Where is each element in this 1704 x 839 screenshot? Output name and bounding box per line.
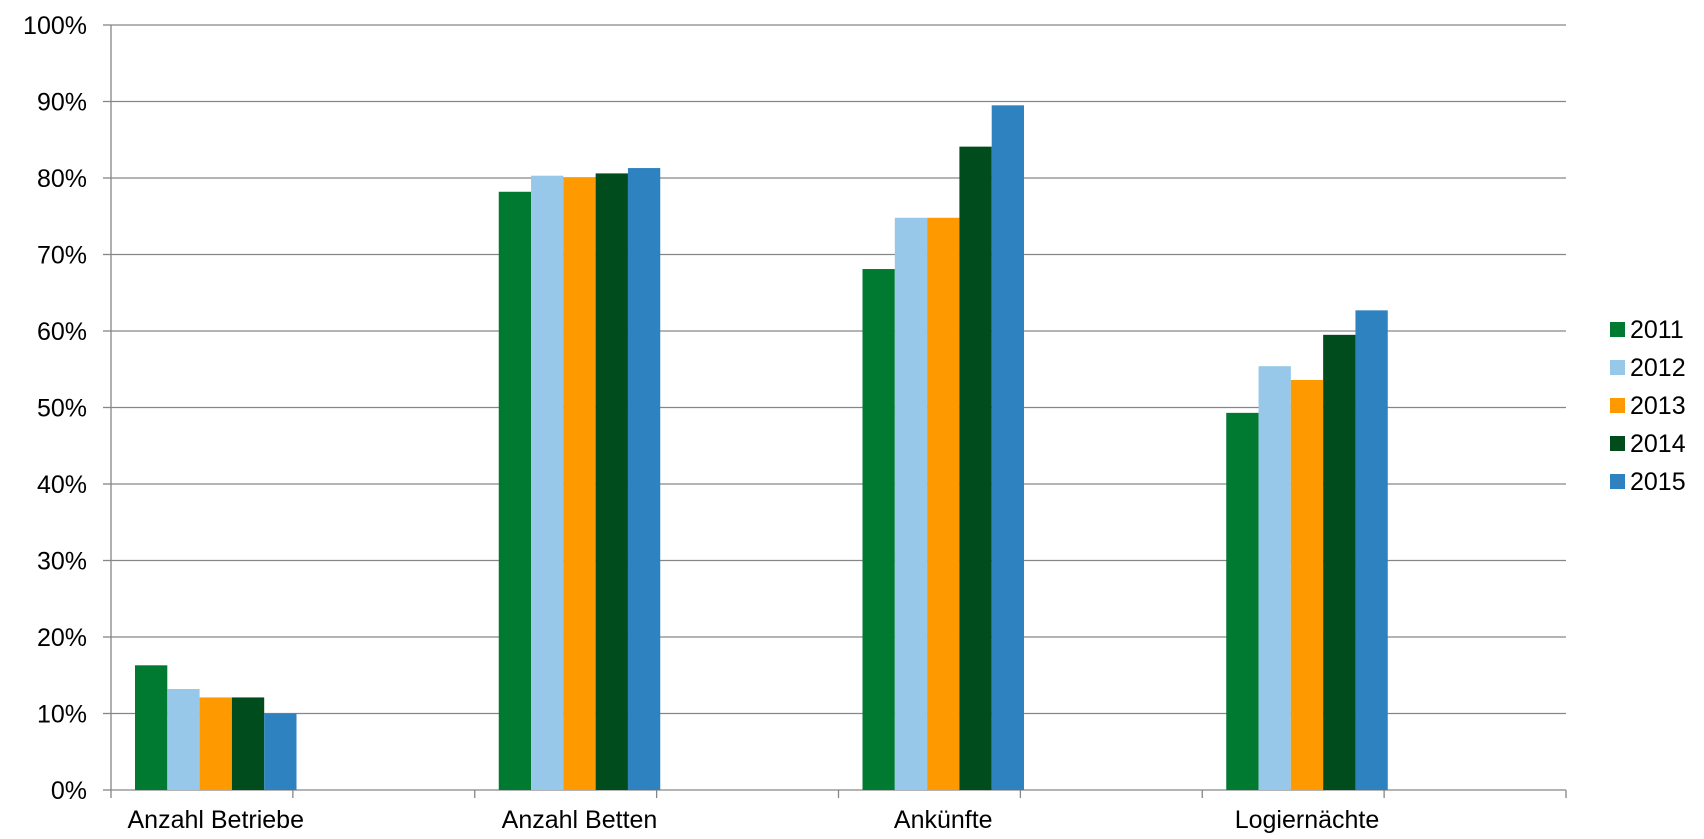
legend-swatch	[1610, 436, 1625, 451]
bar-2014-1	[595, 173, 628, 790]
bar-2015-0	[264, 713, 297, 790]
bar-2014-0	[231, 697, 265, 790]
bar-2013-3	[1290, 379, 1324, 790]
legend-swatch	[1610, 360, 1625, 375]
bar-2013-2	[927, 217, 960, 790]
x-category-label: Anzahl Betten	[502, 806, 658, 834]
y-tick-label: 30%	[37, 548, 87, 576]
bar-2015-2	[991, 105, 1024, 790]
y-tick-label: 40%	[37, 471, 87, 499]
y-tick-label: 20%	[37, 624, 87, 652]
bar-2015-3	[1355, 310, 1388, 790]
bar-2011-0	[135, 665, 168, 790]
legend-label: 2011	[1630, 316, 1684, 344]
y-tick-label: 50%	[37, 395, 87, 423]
bar-2015-1	[627, 168, 661, 790]
legend-label: 2015	[1630, 468, 1686, 496]
legend-swatch	[1610, 474, 1625, 489]
y-tick-label: 90%	[37, 89, 87, 117]
bar-2011-3	[1226, 412, 1259, 790]
bar-2011-1	[498, 191, 532, 790]
bar-2012-3	[1258, 366, 1291, 790]
y-tick-label: 70%	[37, 242, 87, 270]
bar-2012-2	[894, 217, 928, 790]
gridlines	[111, 24, 1566, 715]
bar-2013-0	[199, 697, 232, 790]
bar-2014-2	[959, 146, 992, 790]
y-tick-label: 100%	[23, 12, 87, 40]
legend-label: 2012	[1630, 354, 1686, 382]
bars	[135, 105, 1388, 790]
legend-label: 2014	[1630, 430, 1686, 458]
bar-2013-1	[563, 178, 596, 790]
bar-2012-0	[167, 689, 200, 790]
y-tick-label: 60%	[37, 318, 87, 346]
y-tick-label: 80%	[37, 165, 87, 193]
x-category-label: Anzahl Betriebe	[127, 806, 304, 834]
legend-swatch	[1610, 398, 1625, 413]
legend-label: 2013	[1630, 392, 1686, 420]
y-tick-label: 10%	[37, 701, 87, 729]
x-category-label: Logiernächte	[1235, 806, 1380, 834]
bar-2012-1	[531, 175, 564, 790]
bar-2014-3	[1323, 334, 1356, 790]
y-axis-tick-labels: 0% 10% 20% 30% 40% 50% 60% 70% 80% 90% 100%	[23, 12, 87, 805]
bar-2011-2	[862, 269, 895, 790]
y-tick-label: 0%	[51, 777, 87, 805]
x-category-label: Ankünfte	[894, 806, 993, 834]
x-axis-category-labels: Anzahl Betriebe Anzahl Betten Ankünfte Logi…	[127, 806, 1379, 834]
legend-swatch	[1610, 322, 1625, 337]
legend: 2011 2012 2013 2014 2015	[1610, 316, 1686, 496]
